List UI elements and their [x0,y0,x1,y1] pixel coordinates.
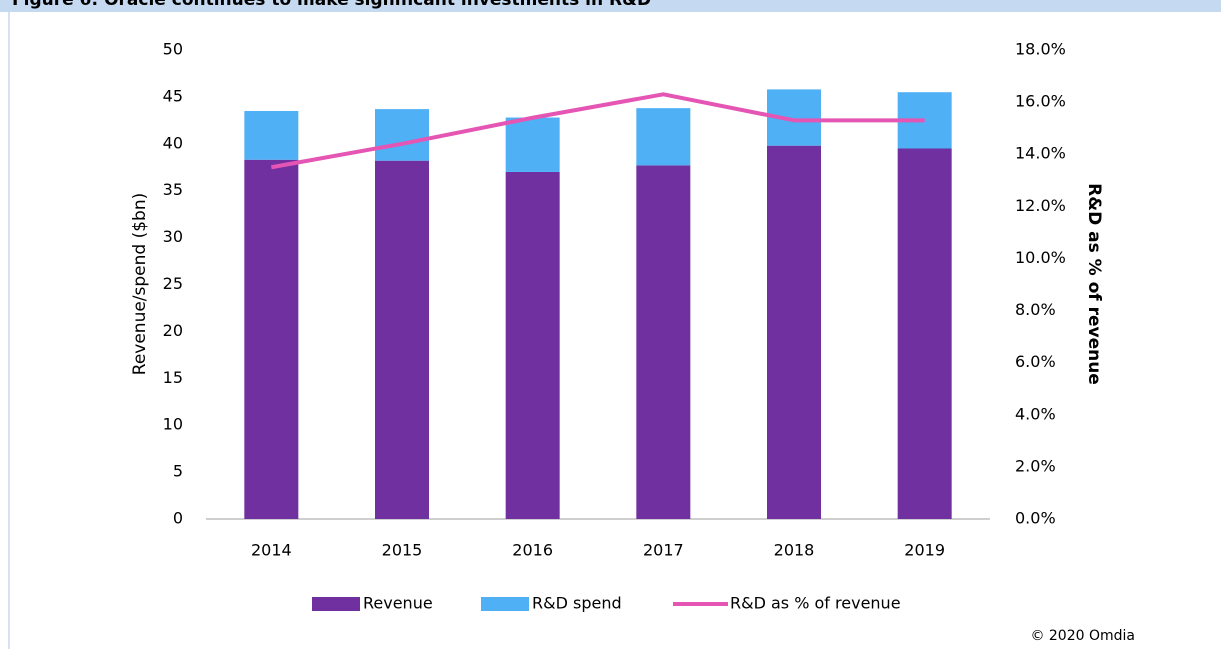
y2-axis-title: R&D as % of revenue [1084,183,1104,385]
y-tick-label: 50 [163,40,183,59]
bar [636,165,691,519]
bar [897,148,952,520]
bar [505,117,560,172]
y-tick-label: 30 [163,227,183,246]
legend-label: R&D as % of revenue [730,594,901,613]
y2-tick-label: 4.0% [1015,404,1056,423]
y2-tick-label: 10.0% [1015,248,1066,267]
y-tick-label: 20 [163,321,183,340]
x-tick-label: 2018 [774,541,815,560]
y2-tick-label: 16.0% [1015,92,1066,111]
x-tick-label: 2016 [512,541,553,560]
y2-tick-label: 8.0% [1015,300,1056,319]
legend-swatch [312,597,360,611]
bar [505,171,560,519]
y-tick-label: 45 [163,86,183,105]
y-tick-label: 15 [163,368,183,387]
x-tick-label: 2017 [643,541,684,560]
y-tick-label: 5 [173,462,183,481]
y-tick-label: 25 [163,274,183,293]
chart-title: Figure 6: Oracle continues to make signi… [12,0,651,10]
y2-tick-label: 2.0% [1015,456,1056,475]
y-axis-title: Revenue/spend ($bn) [130,193,150,375]
y-tick-label: 10 [163,415,183,434]
y2-tick-label: 0.0% [1015,509,1056,528]
y-tick-label: 0 [173,509,183,528]
y2-tick-label: 12.0% [1015,196,1066,215]
x-tick-label: 2019 [904,541,945,560]
bar [375,109,429,161]
bar [375,160,429,519]
y-tick-label: 35 [163,180,183,199]
bar [244,110,299,160]
bar [636,108,691,166]
legend-label: R&D spend [532,594,622,613]
y-tick-label: 40 [163,133,183,152]
x-tick-label: 2015 [382,541,423,560]
title-bar [0,0,1221,12]
line [270,92,925,170]
y2-tick-label: 18.0% [1015,40,1066,59]
source: © 2020 Omdia [1030,628,1135,644]
legend-label: Revenue [363,594,433,613]
bar [244,159,299,519]
x-tick-label: 2014 [251,541,292,560]
legend-swatch [481,597,529,611]
bar [767,145,821,519]
y2-tick-label: 6.0% [1015,352,1056,371]
y2-tick-label: 14.0% [1015,144,1066,163]
